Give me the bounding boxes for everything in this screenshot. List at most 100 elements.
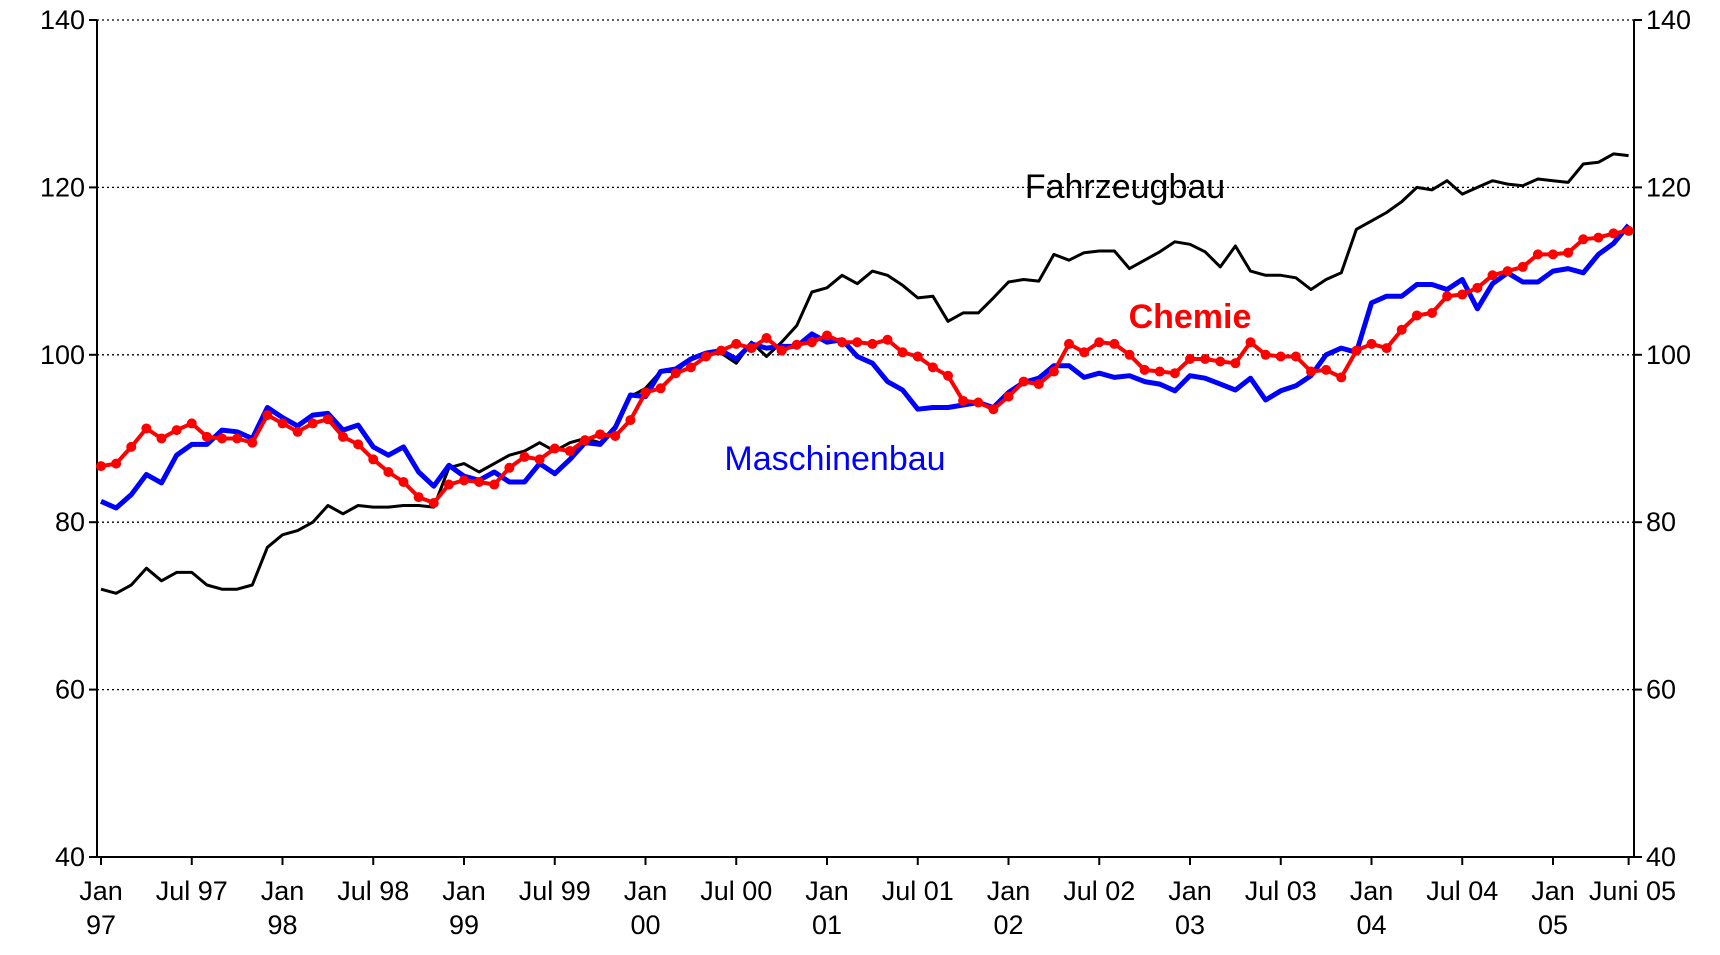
series-point <box>958 395 969 406</box>
series-point <box>489 479 500 490</box>
series-label: Chemie <box>1129 298 1252 336</box>
x-tick-label: Jul 04 <box>1426 876 1498 906</box>
series-point <box>701 351 711 362</box>
y-tick-label: 140 <box>40 5 85 35</box>
series-point <box>398 477 409 488</box>
series-point <box>746 343 757 354</box>
series-point <box>1200 353 1211 364</box>
series-point <box>1033 379 1044 390</box>
series-point <box>1079 347 1090 358</box>
x-tick-label-line: 04 <box>1356 910 1386 940</box>
series-point <box>716 345 727 356</box>
series-point <box>443 479 454 490</box>
series-point <box>822 330 832 341</box>
series-label: Fahrzeugbau <box>1025 168 1225 206</box>
series-point <box>897 347 908 358</box>
series-point <box>1411 310 1422 321</box>
y2-tick-label: 40 <box>1646 842 1676 872</box>
x-tick-label-line: 00 <box>630 910 660 940</box>
series-point <box>353 439 364 450</box>
x-tick-label: Jan 04 <box>1350 876 1394 940</box>
series-point <box>232 433 243 444</box>
series-point <box>655 383 666 394</box>
series-point <box>1154 366 1165 377</box>
series-label: Maschinenbau <box>724 440 945 478</box>
series-point <box>1018 376 1029 387</box>
series-point <box>292 426 303 437</box>
x-tick-label: Jan 03 <box>1168 876 1212 940</box>
series-point <box>806 337 817 348</box>
series-point <box>217 433 227 444</box>
series-point <box>1623 225 1634 236</box>
series-point <box>1608 228 1619 239</box>
x-tick-label: Jan 02 <box>987 876 1031 940</box>
series-point <box>111 458 122 469</box>
series-point <box>1215 356 1226 367</box>
series-point <box>761 333 772 344</box>
series-point <box>383 466 394 477</box>
series-point <box>640 387 651 398</box>
series-point <box>988 404 999 415</box>
series-point <box>262 410 273 421</box>
series-point <box>1442 291 1453 302</box>
series-point <box>943 370 953 381</box>
y-tick-label: 80 <box>55 507 85 537</box>
series-point <box>474 477 485 488</box>
x-tick-label-line: 01 <box>812 910 842 940</box>
series-point <box>776 345 787 356</box>
series-point <box>1124 349 1135 360</box>
series-point <box>1109 338 1120 349</box>
series-point <box>1517 261 1528 272</box>
series-point <box>338 431 348 442</box>
x-tick-label-line: Jan <box>624 876 668 906</box>
y-tick-label: 60 <box>55 675 85 705</box>
y-tick-label: 100 <box>40 340 85 370</box>
series-point <box>670 368 681 379</box>
x-tick-label-line: Jan <box>1531 876 1575 906</box>
series-point <box>595 429 606 440</box>
y2-tick-label: 60 <box>1646 675 1676 705</box>
series-point <box>1169 368 1180 379</box>
x-tick-label-line: Jan <box>79 876 123 906</box>
series-point <box>1396 324 1407 335</box>
series-point <box>201 431 212 442</box>
x-tick-label-line: 02 <box>993 910 1023 940</box>
x-tick-label: Jan 00 <box>624 876 668 940</box>
series-point <box>1321 364 1332 375</box>
series-point <box>368 454 379 465</box>
y2-tick-label: 140 <box>1646 5 1691 35</box>
x-tick-label: Jan 97 <box>79 876 123 940</box>
series-point <box>96 461 106 472</box>
series-point <box>1094 337 1105 348</box>
x-tick-label: Jul 00 <box>700 876 772 906</box>
series-point <box>1260 349 1271 360</box>
x-tick-label-line: Jan <box>1350 876 1394 906</box>
series-point <box>912 351 923 362</box>
series-point <box>1578 234 1589 245</box>
series-point <box>564 446 575 457</box>
series-point <box>1306 366 1316 377</box>
x-tick-label-line: 98 <box>267 910 297 940</box>
x-tick-label: Jul 99 <box>519 876 591 906</box>
series-point <box>1351 345 1362 356</box>
series-point <box>867 338 878 349</box>
series-point <box>1003 391 1014 402</box>
x-tick-label: Jul 98 <box>337 876 409 906</box>
series-point <box>882 334 893 345</box>
series-point <box>1366 338 1377 349</box>
series-point <box>141 423 152 434</box>
series-point <box>791 339 802 350</box>
y2-tick-label: 80 <box>1646 507 1676 537</box>
series-point <box>580 435 590 446</box>
y-tick-label: 40 <box>55 842 85 872</box>
series-point <box>610 430 621 441</box>
series-point <box>519 451 530 462</box>
series-point <box>428 497 439 508</box>
series-point <box>973 397 984 408</box>
series-point <box>322 414 333 425</box>
series-point <box>307 418 318 429</box>
series-point <box>837 337 848 348</box>
x-tick-label: Jan 99 <box>442 876 486 940</box>
x-tick-label-line: 03 <box>1175 910 1205 940</box>
